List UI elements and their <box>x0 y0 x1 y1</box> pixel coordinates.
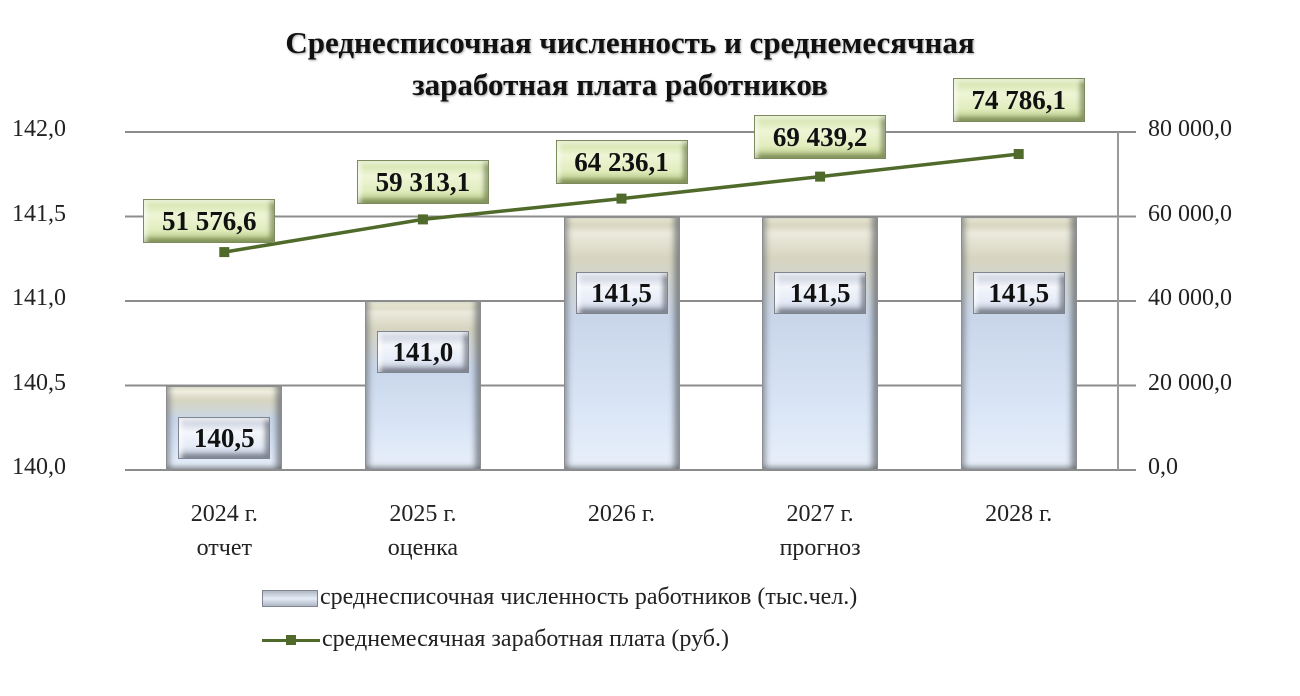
bar <box>762 216 879 470</box>
bar-value-label: 141,5 <box>575 271 668 314</box>
category-note: прогноз <box>779 535 861 561</box>
left-axis-tick: 140,5 <box>12 369 66 396</box>
line-marker <box>219 247 230 258</box>
bar-value-label: 141,5 <box>972 271 1065 314</box>
line-marker <box>616 193 627 204</box>
category-year: 2026 г. <box>587 501 656 527</box>
left-axis-tick: 142,0 <box>12 116 66 142</box>
left-axis-tick: 141,0 <box>12 285 66 311</box>
chart-title-line1: Среднесписочная численность и среднемеся… <box>285 25 975 60</box>
line-marker-swatch-icon <box>262 630 320 650</box>
category-label: 2027 г. прогноз <box>740 497 900 565</box>
line-value-label: 59 313,1 <box>356 160 489 205</box>
legend-label-bars: среднесписочная численность работников (… <box>320 584 858 610</box>
line-markers <box>219 149 1024 258</box>
legend-item-bars: среднесписочная численность работников (… <box>262 582 857 612</box>
chart-title-line2: заработная плата работников <box>412 67 828 102</box>
legend-label-line: среднемесячная заработная плата (руб.) <box>322 626 729 652</box>
right-axis-tick: 20 000,0 <box>1148 369 1232 396</box>
category-label: 2024 г. отчет <box>144 497 304 565</box>
category-note: отчет <box>196 535 252 561</box>
bar-value-label: 141,5 <box>774 271 867 314</box>
category-year: 2024 г. <box>190 501 258 527</box>
category-label: 2028 г. <box>939 497 1099 531</box>
bar <box>563 216 680 470</box>
category-year: 2025 г. <box>389 501 457 527</box>
right-axis-tick: 80 000,0 <box>1148 116 1232 142</box>
bar <box>960 216 1077 470</box>
line-value-label: 64 236,1 <box>555 139 688 184</box>
legend-item-line: среднемесячная заработная плата (руб.) <box>262 624 729 654</box>
category-label: 2025 г. оценка <box>343 497 503 565</box>
line-marker <box>417 214 428 225</box>
bar-value-label: 140,5 <box>178 416 271 459</box>
left-axis-tick: 140,0 <box>12 454 66 480</box>
right-axis-tick: 40 000,0 <box>1148 285 1232 311</box>
bar-value-label: 141,0 <box>376 330 469 373</box>
right-axis-tick: 60 000,0 <box>1148 200 1232 227</box>
line-marker <box>815 171 826 182</box>
line-value-label: 51 576,6 <box>143 199 276 244</box>
category-year: 2028 г. <box>985 501 1053 527</box>
line-value-label: 69 439,2 <box>754 114 887 159</box>
left-axis-tick: 141,5 <box>12 200 66 227</box>
category-note: оценка <box>387 535 459 561</box>
line-value-label: 74 786,1 <box>952 78 1085 123</box>
right-axis-tick: 0,0 <box>1148 454 1178 480</box>
bar-swatch-icon <box>262 589 318 607</box>
bar <box>364 301 481 470</box>
category-year: 2027 г. <box>786 501 854 527</box>
category-label: 2026 г. <box>542 497 702 531</box>
line-marker <box>1013 149 1024 160</box>
